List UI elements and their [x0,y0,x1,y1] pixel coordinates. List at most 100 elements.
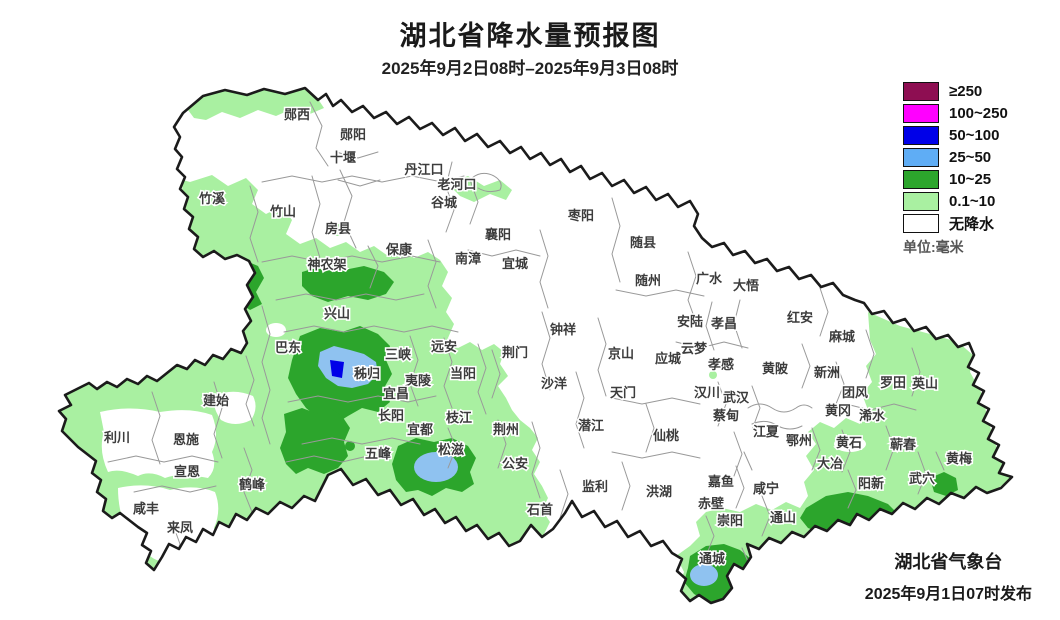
legend-swatch [903,125,939,145]
county-label: 赤壁 [698,496,724,511]
legend-item: ≥250 [903,80,1008,102]
county-label: 浠水 [859,408,886,423]
county-label: 江夏 [753,424,780,439]
county-label: 大悟 [733,278,759,293]
county-boundaries [107,101,945,585]
county-label: 宜城 [502,256,528,271]
county-label: 老河口 [436,177,476,192]
county-label: 随县 [630,235,656,250]
legend-label: 10~25 [949,170,992,188]
county-label: 咸宁 [753,481,779,496]
legend-label: 25~50 [949,148,992,166]
county-label: 鄂州 [786,433,812,448]
county-label: 兴山 [324,306,350,321]
county-label: 荆门 [502,345,528,360]
county-label: 保康 [385,242,413,257]
county-label: 巴东 [275,340,301,355]
rain-area-east-light [676,312,1012,603]
county-label: 竹山 [269,204,296,219]
heavy-spot-wufeng [345,441,355,451]
county-label: 团风 [842,385,868,400]
county-label: 房县 [325,221,351,236]
county-label: 松滋 [438,442,464,457]
legend-label: ≥250 [949,82,983,100]
legend-label: 50~100 [949,126,1000,144]
legend-label: 100~250 [949,104,1008,122]
county-label: 宜都 [407,422,433,437]
county-label: 长阳 [378,408,404,423]
county-label: 神农架 [307,257,346,272]
county-label: 监利 [582,479,608,494]
county-label: 当阳 [450,366,476,381]
rain-spot-shiyan [332,224,344,236]
county-label: 鹤峰 [239,477,266,492]
county-label: 秭归 [354,366,380,381]
county-label: 汉川 [694,385,720,400]
province-border [57,86,1014,605]
heavy-area-wuxue-huangmei [930,472,958,496]
county-label: 利川 [104,430,130,445]
rain-spot-xiaogan [709,371,717,379]
legend-swatch [903,191,939,211]
legend-swatch [903,81,939,101]
county-label: 黄石 [836,435,862,450]
legend-item: 无降水 [903,212,1008,234]
county-label: 枣阳 [567,208,594,223]
county-label: 钟祥 [550,322,576,337]
legend-item: 50~100 [903,124,1008,146]
county-label: 远安 [431,339,457,354]
county-label: 丹江口 [404,162,443,177]
county-label: 竹溪 [198,191,226,206]
county-label: 罗田 [880,375,906,390]
county-label: 通山 [770,510,796,525]
county-label: 红安 [787,310,813,325]
county-label: 恩施 [173,432,199,447]
legend-label: 无降水 [949,215,995,233]
legend-label: 0.1~10 [949,192,996,210]
county-label: 公安 [502,456,528,471]
county-label: 仙桃 [653,428,679,443]
county-label: 孝感 [707,357,734,372]
county-label: 潜江 [578,418,604,433]
county-label: 咸丰 [133,501,159,516]
dry-hole-huangshi [834,436,866,452]
county-label: 大冶 [817,456,843,471]
county-label: 枝江 [445,410,472,425]
dry-hole-badong [266,323,286,337]
attribution: 湖北省气象台 2025年9月1日07时发布 [865,548,1032,604]
legend-item: 0.1~10 [903,190,1008,212]
county-label: 三峡 [385,347,412,362]
county-label: 沙洋 [541,376,567,391]
legend-swatch [903,147,939,167]
county-label: 谷城 [431,195,457,210]
county-label: 武穴 [909,471,935,486]
county-label: 南漳 [455,251,481,266]
county-label: 崇阳 [717,513,743,528]
page-title: 湖北省降水量预报图 [399,21,661,51]
storm-area-zigui [318,346,378,388]
legend-item: 25~50 [903,146,1008,168]
legend-swatch [903,213,939,233]
rain-area-xiangyang-nw [452,176,512,202]
county-label: 英山 [911,376,938,391]
rain-area-yunxi [188,88,324,120]
county-label: 广水 [696,271,723,286]
county-label: 黄陂 [762,361,789,376]
county-label: 安陆 [677,314,703,329]
county-label: 孝昌 [710,316,737,331]
county-label: 阳新 [858,476,884,491]
county-label: 麻城 [828,329,855,344]
county-label: 来凤 [166,520,193,535]
county-label: 建始 [203,393,229,408]
legend: ≥250 100~250 50~100 25~50 10~25 0.1~10 无降水 单位:… [903,80,1008,257]
county-label: 石首 [526,502,553,517]
dry-hole-lichuan-enshi [100,408,216,478]
legend-item: 100~250 [903,102,1008,124]
county-label: 应城 [655,351,681,366]
county-label: 夷陵 [405,373,432,388]
severe-spot-zigui [330,360,344,378]
county-label: 五峰 [365,446,392,461]
county-label: 黄梅 [946,451,972,466]
